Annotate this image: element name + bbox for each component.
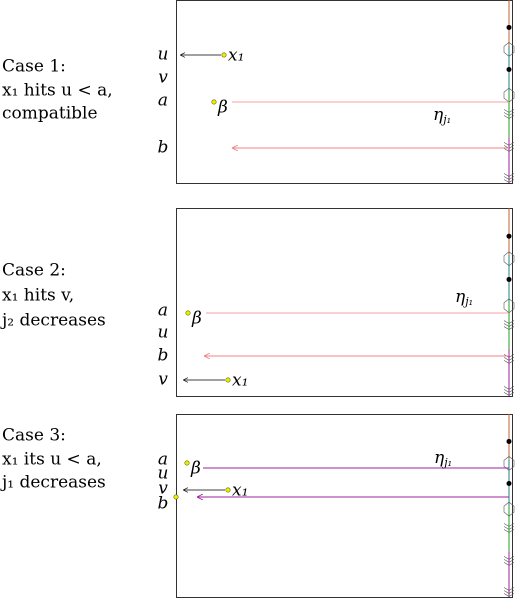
side-label: u [158, 45, 169, 65]
track-chevron [503, 179, 515, 183]
track-chevron [503, 142, 515, 146]
track-chevron [503, 593, 515, 597]
x1-label: x₁ [228, 46, 244, 66]
caption-line: Case 1: [2, 57, 66, 77]
eta-label: ηj₁ [433, 105, 451, 127]
panel [176, 414, 513, 598]
track-chevron [503, 559, 515, 563]
track-chevron [503, 148, 515, 152]
beta-label: β [217, 98, 228, 118]
track-chevron [503, 360, 515, 364]
side-label: v [158, 479, 168, 499]
eta-symbol: η [433, 105, 444, 125]
side-label: v [158, 68, 168, 88]
track-dot [506, 481, 512, 487]
track-chevron [503, 529, 515, 533]
track-dot [506, 276, 512, 282]
x1-label: x₁ [232, 481, 248, 501]
side-label: b [158, 138, 169, 158]
track-chevron [503, 562, 515, 566]
caption-line: j₁ decreases [0, 473, 106, 493]
extra-point [173, 494, 179, 500]
caption-line: Case 3: [2, 426, 66, 446]
track-chevron [503, 587, 515, 591]
beta-label: β [191, 309, 202, 329]
beta-label: β [190, 459, 201, 479]
caption-line: x₁ hits u < a, [2, 81, 113, 101]
track-chevron [503, 326, 515, 330]
track-chevron [503, 109, 515, 113]
side-label: a [158, 301, 168, 321]
eta-label: ηj₁ [455, 287, 473, 309]
caption-line: x₁ its u < a, [2, 450, 102, 470]
track-chevron [503, 523, 515, 527]
eta-label: ηj₁ [434, 448, 452, 470]
track-chevron [503, 354, 515, 358]
side-label: b [158, 346, 169, 366]
side-label: v [158, 370, 168, 390]
x1-point [225, 377, 231, 383]
panel [176, 0, 513, 184]
eta-sub: j₁ [440, 113, 451, 126]
side-label: u [158, 464, 169, 484]
track-hex [503, 42, 515, 57]
track-chevron [503, 526, 515, 530]
beta-point [184, 460, 190, 466]
x1-label: x₁ [232, 371, 248, 391]
caption-line: x₁ hits v, [2, 286, 74, 306]
eta-symbol: η [455, 287, 466, 307]
caption-line: compatible [2, 104, 98, 124]
track-chevron [503, 112, 515, 116]
track-chevron [503, 115, 515, 119]
track-chevron [503, 173, 515, 177]
caption-line: j₂ decreases [0, 311, 106, 331]
x1-point [221, 52, 227, 58]
track-chevron [503, 590, 515, 594]
track-hex [503, 251, 515, 267]
panel [176, 208, 513, 397]
track-chevron [503, 357, 515, 361]
beta-point [185, 310, 191, 316]
eta-sub: j₁ [441, 456, 452, 469]
track-chevron [503, 386, 515, 390]
track-chevron [503, 392, 515, 396]
side-label: a [158, 450, 168, 470]
track-chevron [503, 320, 515, 324]
track-hex [503, 456, 515, 471]
track-chevron [503, 556, 515, 560]
track-chevron [503, 389, 515, 393]
caption-line: Case 2: [2, 261, 66, 281]
track-hex [503, 87, 515, 103]
eta-sub: j₁ [462, 295, 473, 308]
side-label: b [158, 494, 169, 514]
track-dot [506, 438, 512, 444]
track-dot [506, 24, 512, 30]
side-label: a [158, 91, 168, 111]
track-chevron [503, 176, 515, 180]
track-dot [506, 67, 512, 73]
x1-point [225, 487, 231, 493]
beta-point [211, 99, 217, 105]
side-label: u [158, 323, 169, 343]
track-hex [503, 298, 515, 314]
track-chevron [503, 323, 515, 327]
track-dot [506, 233, 512, 239]
track-hex [503, 501, 515, 517]
eta-symbol: η [434, 448, 445, 468]
